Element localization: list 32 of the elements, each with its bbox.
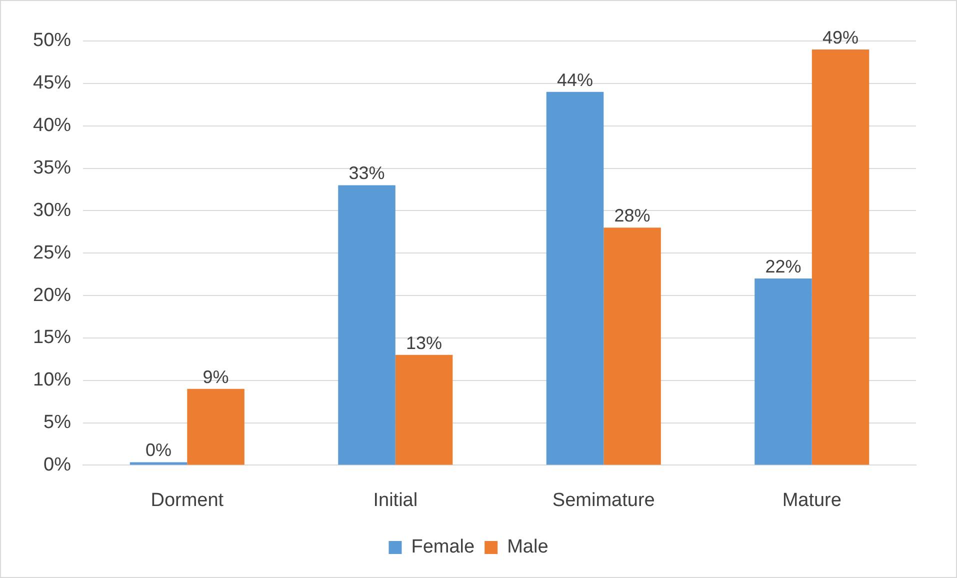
- y-tick-label: 20%: [32, 284, 72, 306]
- y-tick-label: 50%: [32, 30, 72, 52]
- y-tick-label: 35%: [32, 157, 72, 178]
- y-tick-label: 15%: [32, 327, 72, 348]
- bar: [546, 92, 604, 465]
- data-label: 13%: [406, 332, 442, 353]
- y-tick-label: 25%: [32, 242, 72, 264]
- y-tick-label: 40%: [32, 115, 72, 136]
- bar: [395, 354, 453, 465]
- bar: [754, 278, 812, 465]
- bar: [338, 185, 396, 465]
- data-label: 44%: [556, 70, 594, 90]
- bar: [604, 228, 661, 465]
- bar: [187, 388, 244, 465]
- data-label: 0%: [146, 440, 172, 460]
- x-tick-label: Initial: [373, 490, 418, 511]
- data-label: 22%: [765, 256, 802, 277]
- data-label: 49%: [822, 27, 859, 48]
- y-tick-label: 10%: [32, 370, 72, 391]
- x-tick-label: Semimature: [552, 490, 655, 511]
- legend-label: Male: [507, 536, 548, 558]
- x-tick-label: Dorment: [150, 490, 224, 511]
- data-label: 9%: [202, 366, 229, 387]
- data-label: 28%: [614, 206, 650, 226]
- legend-label: Female: [411, 536, 475, 558]
- y-tick-label: 30%: [32, 200, 72, 221]
- bar: [812, 49, 870, 465]
- data-label: 33%: [348, 163, 385, 184]
- y-tick-label: 0%: [44, 454, 72, 476]
- x-tick-label: Mature: [782, 490, 842, 511]
- y-tick-label: 45%: [32, 72, 72, 94]
- y-tick-label: 5%: [44, 412, 72, 434]
